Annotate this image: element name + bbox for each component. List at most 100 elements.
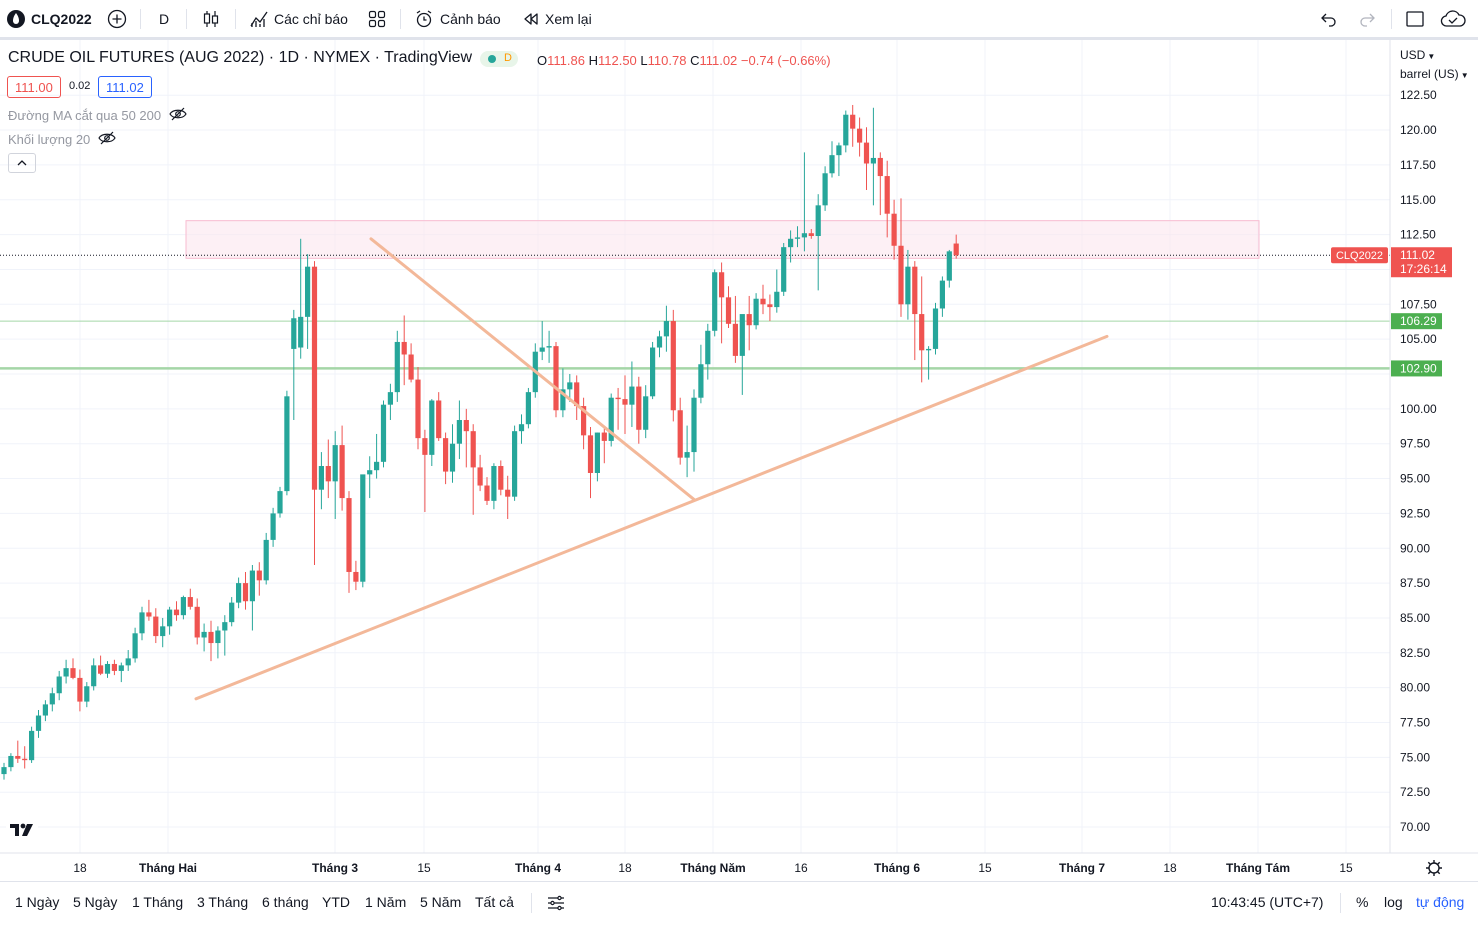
chart-pane[interactable]: 122.50 120.00 117.50 115.00 112.50 107.50 105.… (0, 40, 1478, 880)
candle[interactable] (843, 110, 849, 153)
candle[interactable] (539, 321, 545, 361)
candle[interactable] (284, 390, 290, 496)
candle[interactable] (870, 107, 876, 206)
currency-selector[interactable]: USD ▼ (1400, 48, 1435, 62)
candle[interactable] (311, 261, 318, 565)
candle[interactable] (505, 475, 511, 519)
candle[interactable] (822, 166, 828, 211)
market-status-badge[interactable]: D (480, 51, 518, 67)
tradingview-logo[interactable] (6, 814, 38, 844)
candle[interactable] (574, 375, 580, 421)
candle[interactable] (546, 330, 552, 363)
candle[interactable] (339, 425, 345, 511)
alerts-button[interactable]: Cảnh báo (414, 0, 501, 38)
sell-price-button[interactable]: 111.00 (7, 76, 61, 98)
undo-button[interactable] (1320, 0, 1338, 38)
candle[interactable] (615, 387, 621, 430)
candle[interactable] (153, 608, 159, 644)
cloud-save-button[interactable] (1440, 0, 1466, 38)
candle[interactable] (912, 261, 918, 361)
candle[interactable] (305, 254, 311, 349)
range-5y-button[interactable]: 5 Năm (420, 894, 462, 910)
candle[interactable] (622, 375, 628, 434)
candle[interactable] (712, 269, 718, 337)
candle[interactable] (491, 463, 497, 510)
candle[interactable] (926, 346, 932, 380)
candle[interactable] (857, 117, 863, 157)
candle[interactable] (160, 617, 166, 648)
candle[interactable] (84, 682, 90, 708)
candle[interactable] (91, 658, 97, 691)
range-ytd-button[interactable]: YTD (322, 894, 350, 910)
candle[interactable] (194, 598, 200, 645)
buy-price-button[interactable]: 111.02 (98, 76, 152, 98)
candle[interactable] (470, 424, 476, 515)
candle[interactable] (587, 426, 594, 499)
candle[interactable] (277, 486, 283, 518)
candle[interactable] (753, 293, 759, 330)
range-1y-button[interactable]: 1 Năm (365, 894, 407, 910)
settings-gear-icon[interactable] (1426, 860, 1442, 876)
auto-scale-button[interactable]: tự động (1416, 894, 1465, 910)
indicator-volume-row[interactable]: Khối lượng 20 (8, 131, 116, 148)
candle[interactable] (636, 376, 642, 444)
candle[interactable] (77, 669, 83, 712)
candle[interactable] (173, 601, 180, 621)
candle[interactable] (180, 595, 186, 620)
candle[interactable] (477, 454, 483, 492)
candle[interactable] (691, 389, 697, 472)
candle[interactable] (249, 564, 255, 631)
range-all-button[interactable]: Tất cả (475, 894, 514, 910)
candle[interactable] (663, 305, 669, 352)
candle[interactable] (767, 294, 773, 322)
candle[interactable] (256, 562, 262, 596)
candles-series[interactable] (1, 104, 959, 780)
candle[interactable] (222, 615, 228, 656)
candle[interactable] (525, 387, 531, 429)
candle[interactable] (788, 230, 794, 263)
candle[interactable] (436, 392, 442, 441)
candle[interactable] (670, 309, 676, 422)
candle[interactable] (829, 141, 835, 178)
templates-button[interactable] (367, 0, 387, 38)
candle[interactable] (594, 432, 600, 482)
candle[interactable] (208, 620, 214, 662)
candle[interactable] (863, 127, 870, 191)
range-1m-button[interactable]: 1 Tháng (132, 894, 184, 910)
unit-selector[interactable]: barrel (US) ▼ (1400, 67, 1469, 81)
candle[interactable] (739, 314, 745, 395)
candle[interactable] (387, 383, 393, 421)
candle[interactable] (367, 456, 373, 499)
candle[interactable] (298, 238, 304, 359)
candle[interactable] (429, 399, 435, 467)
candle[interactable] (346, 491, 352, 593)
layout-button[interactable] (1405, 0, 1425, 38)
series-legend[interactable]: CRUDE OIL FUTURES (AUG 2022) · 1D · NYME… (8, 49, 472, 67)
range-6m-button[interactable]: 6 tháng (262, 894, 309, 910)
candle[interactable] (719, 262, 725, 344)
price-axis[interactable]: 122.50 120.00 117.50 115.00 112.50 107.50 105.… (1400, 88, 1437, 834)
candle[interactable] (808, 229, 814, 239)
candle[interactable] (70, 658, 76, 680)
candle[interactable] (898, 198, 904, 317)
candle[interactable] (374, 433, 380, 479)
candle[interactable] (167, 606, 173, 635)
candle[interactable] (35, 709, 42, 738)
candle[interactable] (49, 687, 55, 712)
candle[interactable] (118, 662, 124, 683)
candle[interactable] (408, 343, 414, 383)
candle[interactable] (725, 286, 732, 329)
candle[interactable] (498, 460, 504, 496)
indicator-ma-row[interactable]: Đường MA cắt qua 50 200 (8, 107, 187, 124)
candle[interactable] (236, 577, 242, 609)
indicators-button[interactable]: Các chỉ báo (249, 0, 348, 38)
symbol-search-button[interactable]: CLQ2022 (7, 0, 92, 38)
range-1d-button[interactable]: 1 Ngày (15, 894, 60, 910)
candle[interactable] (932, 302, 939, 355)
candle[interactable] (443, 432, 449, 485)
candle[interactable] (139, 606, 145, 641)
candle[interactable] (850, 104, 856, 147)
eye-hidden-icon[interactable] (169, 107, 187, 124)
candle[interactable] (456, 400, 462, 460)
candle[interactable] (732, 295, 738, 363)
